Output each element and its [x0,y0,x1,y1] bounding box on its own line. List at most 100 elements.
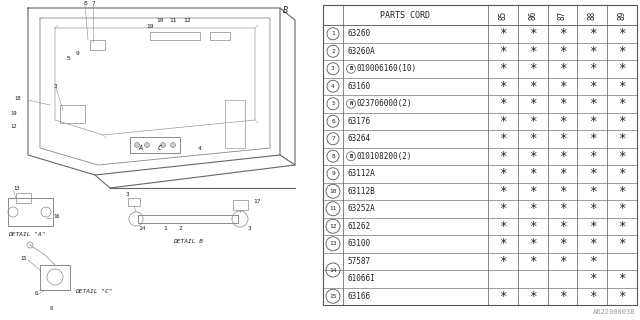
Text: *: * [589,132,596,145]
Text: *: * [529,237,536,250]
Bar [128,198,140,206]
Text: *: * [589,202,596,215]
Text: 63252A: 63252A [347,204,375,213]
Text: *: * [589,97,596,110]
Text: 19: 19 [10,111,17,116]
Text: 023706000(2): 023706000(2) [356,99,412,108]
Text: *: * [499,45,507,58]
Text: *: * [499,97,507,110]
Bar [323,5,637,305]
Text: *: * [589,290,596,303]
Text: 63176: 63176 [347,117,370,126]
Bar [210,32,230,40]
Text: 010108200(2): 010108200(2) [356,152,412,161]
Circle shape [161,142,166,148]
Text: DETAIL "A": DETAIL "A" [8,232,45,237]
Text: 8: 8 [50,306,53,311]
Text: *: * [529,45,536,58]
Text: 12: 12 [183,18,191,23]
Text: *: * [618,202,626,215]
Text: *: * [589,272,596,285]
Text: *: * [559,80,566,93]
Text: *: * [589,27,596,40]
Text: *: * [499,185,507,198]
Bar [90,40,105,50]
Text: *: * [499,132,507,145]
Text: 16: 16 [53,214,60,219]
Text: *: * [559,202,566,215]
Text: *: * [618,45,626,58]
Text: *: * [499,115,507,128]
Text: 3: 3 [248,226,252,231]
Text: *: * [529,220,536,233]
Text: C: C [158,145,162,151]
Text: 1: 1 [163,226,167,231]
Text: DETAIL B: DETAIL B [173,239,203,244]
Text: DETAIL "C": DETAIL "C" [75,289,113,294]
Text: *: * [589,185,596,198]
Text: *: * [618,272,626,285]
Text: 9: 9 [331,171,335,176]
Text: 12: 12 [10,124,17,129]
Text: *: * [618,115,626,128]
Text: 63112A: 63112A [347,169,375,178]
Text: *: * [559,290,566,303]
Text: 010006160(10): 010006160(10) [356,64,417,73]
Text: 8: 8 [83,1,87,6]
Text: 3: 3 [331,66,335,71]
Text: B: B [349,66,353,71]
Text: 63160: 63160 [347,82,370,91]
Text: *: * [529,80,536,93]
Bar [40,265,70,290]
Text: *: * [529,290,536,303]
Text: 5: 5 [331,101,335,106]
Text: 11: 11 [169,18,177,23]
Text: *: * [618,62,626,75]
Text: *: * [499,62,507,75]
Text: *: * [618,167,626,180]
Text: *: * [499,80,507,93]
Text: *: * [618,290,626,303]
Text: *: * [559,62,566,75]
Text: 7: 7 [331,136,335,141]
Text: *: * [589,237,596,250]
Text: 63100: 63100 [347,239,370,248]
Text: 19: 19 [147,24,154,29]
Text: *: * [559,255,566,268]
Text: *: * [529,150,536,163]
Text: 7: 7 [91,1,95,6]
Text: 4: 4 [198,146,202,151]
Bar [8,198,53,226]
Text: 13: 13 [13,186,19,191]
Bar [16,193,31,203]
Text: 15: 15 [329,294,337,299]
Text: 63166: 63166 [347,292,370,301]
Text: 63260: 63260 [347,29,370,38]
Text: *: * [589,115,596,128]
Text: 17: 17 [253,199,260,204]
Text: *: * [559,27,566,40]
Text: 89: 89 [618,10,627,20]
Text: *: * [618,185,626,198]
Text: 11: 11 [329,206,337,211]
Text: 10: 10 [329,189,337,194]
Circle shape [134,142,140,148]
Text: 87: 87 [558,10,567,20]
Text: *: * [529,167,536,180]
Text: *: * [589,220,596,233]
Text: *: * [618,80,626,93]
Text: *: * [499,237,507,250]
Text: 2: 2 [331,49,335,54]
Text: *: * [529,132,536,145]
Text: *: * [499,167,507,180]
Circle shape [145,142,150,148]
Text: *: * [559,45,566,58]
Text: *: * [559,185,566,198]
Bar [130,137,180,153]
Text: N: N [349,101,353,106]
Bar [150,32,200,40]
Text: 8: 8 [331,154,335,159]
Text: *: * [499,150,507,163]
Text: 3: 3 [126,192,130,197]
Text: *: * [499,290,507,303]
